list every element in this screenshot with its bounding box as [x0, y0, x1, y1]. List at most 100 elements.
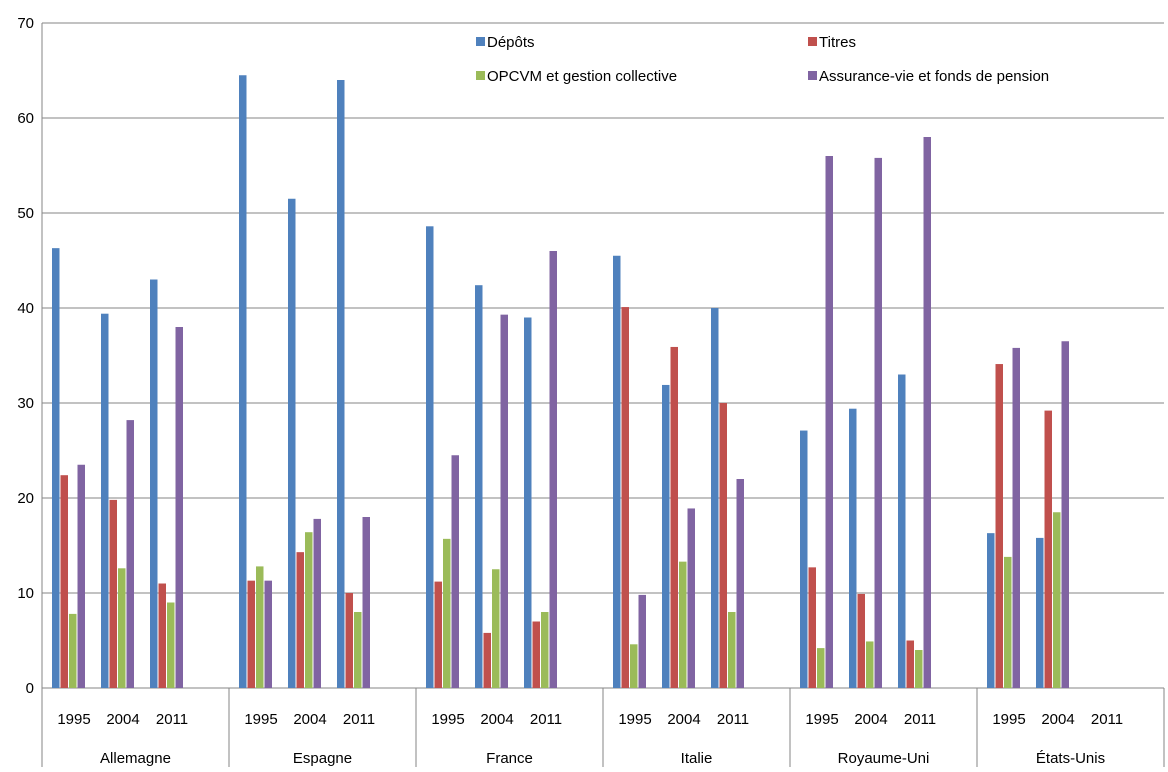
bar-titres-royaumeuni-2004	[857, 593, 865, 688]
x-tick-year-label: 2011	[343, 711, 375, 728]
bar-assurancevie-france-1995	[451, 455, 459, 688]
x-tick-year-label: 2011	[717, 711, 749, 728]
x-tick-year-label: 1995	[244, 711, 277, 728]
x-tick-year-label: 2004	[106, 711, 139, 728]
bar-opcvm-tatsunis-2004	[1053, 512, 1061, 688]
bar-dpts-espagne-2004	[288, 198, 296, 688]
bar-assurancevie-tatsunis-1995	[1012, 347, 1020, 688]
legend-swatch	[808, 37, 817, 46]
bar-dpts-france-2004	[475, 285, 483, 688]
bar-titres-royaumeuni-1995	[808, 567, 816, 688]
bar-titres-italie-2011	[719, 403, 727, 688]
bar-assurancevie-espagne-2011	[362, 517, 370, 688]
y-tick-label: 10	[17, 585, 34, 602]
legend: Dépôts Titres OPCVM et gestion collective A…	[476, 34, 1049, 85]
x-tick-year-label: 2004	[667, 711, 700, 728]
bar-opcvm-royaumeuni-1995	[817, 648, 825, 688]
y-tick-label: 70	[17, 15, 34, 32]
bar-opcvm-royaumeuni-2011	[915, 650, 923, 688]
bar-opcvm-france-2011	[541, 612, 549, 688]
bar-titres-france-2011	[532, 621, 540, 688]
bar-dpts-italie-2004	[662, 384, 670, 688]
bar-titres-allemagne-2011	[158, 583, 166, 688]
bar-dpts-italie-2011	[711, 308, 719, 688]
bar-dpts-italie-1995	[613, 255, 621, 688]
bar-assurancevie-espagne-2004	[313, 518, 321, 688]
bar-opcvm-italie-2011	[728, 612, 736, 688]
x-tick-year-label: 2011	[904, 711, 936, 728]
bar-assurancevie-italie-2011	[736, 479, 744, 688]
bar-opcvm-allemagne-2011	[167, 602, 175, 688]
bar-dpts-tatsunis-1995	[987, 533, 995, 688]
bar-assurancevie-royaumeuni-2011	[923, 137, 931, 688]
bar-dpts-espagne-2011	[337, 80, 345, 688]
bar-titres-espagne-2011	[345, 593, 353, 688]
bar-assurancevie-tatsunis-2004	[1061, 341, 1069, 688]
bar-opcvm-italie-2004	[679, 561, 687, 688]
bar-titres-espagne-1995	[247, 580, 255, 688]
bar-titres-espagne-2004	[296, 552, 304, 688]
bar-titres-italie-2004	[670, 346, 678, 688]
bar-dpts-allemagne-2004	[101, 313, 109, 688]
legend-swatch	[476, 37, 485, 46]
x-tick-year-label: 2004	[480, 711, 513, 728]
y-tick-label: 50	[17, 205, 34, 222]
legend-label: Dépôts	[487, 34, 535, 51]
bar-opcvm-allemagne-1995	[69, 613, 77, 688]
legend-swatch	[476, 71, 485, 80]
bar-dpts-allemagne-1995	[52, 248, 60, 688]
bar-opcvm-france-1995	[443, 538, 451, 688]
x-tick-year-label: 1995	[805, 711, 838, 728]
bar-dpts-royaumeuni-1995	[800, 430, 808, 688]
bar-dpts-tatsunis-2004	[1036, 537, 1044, 688]
x-tick-year-label: 1995	[992, 711, 1025, 728]
y-tick-label: 30	[17, 395, 34, 412]
y-tick-label: 0	[26, 680, 34, 697]
bar-titres-tatsunis-1995	[995, 364, 1003, 688]
bar-opcvm-italie-1995	[630, 644, 638, 688]
y-tick-label: 60	[17, 110, 34, 127]
bar-assurancevie-espagne-1995	[264, 580, 272, 688]
x-group-label: Allemagne	[100, 750, 171, 767]
x-tick-year-label: 2004	[1041, 711, 1074, 728]
bar-assurancevie-allemagne-1995	[77, 464, 85, 688]
x-group-label: Royaume-Uni	[838, 750, 930, 767]
legend-label: Assurance-vie et fonds de pension	[819, 68, 1049, 85]
bar-dpts-allemagne-2011	[150, 279, 158, 688]
bar-titres-france-2004	[483, 632, 491, 688]
y-tick-label: 20	[17, 490, 34, 507]
bar-assurancevie-france-2004	[500, 314, 508, 688]
legend-label: Titres	[819, 34, 856, 51]
x-tick-year-label: 1995	[618, 711, 651, 728]
x-group-label: Espagne	[293, 750, 352, 767]
bar-titres-tatsunis-2004	[1044, 410, 1052, 688]
bar-assurancevie-italie-1995	[638, 594, 646, 688]
bar-assurancevie-france-2011	[549, 251, 557, 688]
bar-opcvm-espagne-2011	[354, 612, 362, 688]
x-tick-year-label: 2011	[1091, 711, 1123, 728]
x-group-label: France	[486, 750, 533, 767]
bar-titres-italie-1995	[621, 307, 629, 688]
x-tick-year-label: 2004	[854, 711, 887, 728]
bar-assurancevie-allemagne-2004	[126, 420, 134, 688]
bar-dpts-espagne-1995	[239, 75, 247, 688]
bar-dpts-royaumeuni-2011	[898, 374, 906, 688]
x-group-label: Italie	[681, 750, 713, 767]
bar-dpts-france-1995	[426, 226, 434, 689]
bar-assurancevie-royaumeuni-1995	[825, 156, 833, 688]
x-tick-year-label: 2004	[293, 711, 326, 728]
bar-opcvm-espagne-2004	[305, 532, 313, 688]
bar-dpts-royaumeuni-2004	[849, 408, 857, 688]
bar-assurancevie-royaumeuni-2004	[874, 157, 882, 688]
bar-opcvm-allemagne-2004	[118, 568, 126, 688]
bar-assurancevie-allemagne-2011	[175, 327, 183, 688]
x-tick-year-label: 1995	[431, 711, 464, 728]
x-group-label: États-Unis	[1036, 750, 1105, 767]
y-tick-label: 40	[17, 300, 34, 317]
bar-titres-allemagne-2004	[109, 499, 117, 688]
x-tick-year-label: 2011	[156, 711, 188, 728]
bar-titres-allemagne-1995	[60, 475, 68, 688]
x-tick-year-label: 1995	[57, 711, 90, 728]
